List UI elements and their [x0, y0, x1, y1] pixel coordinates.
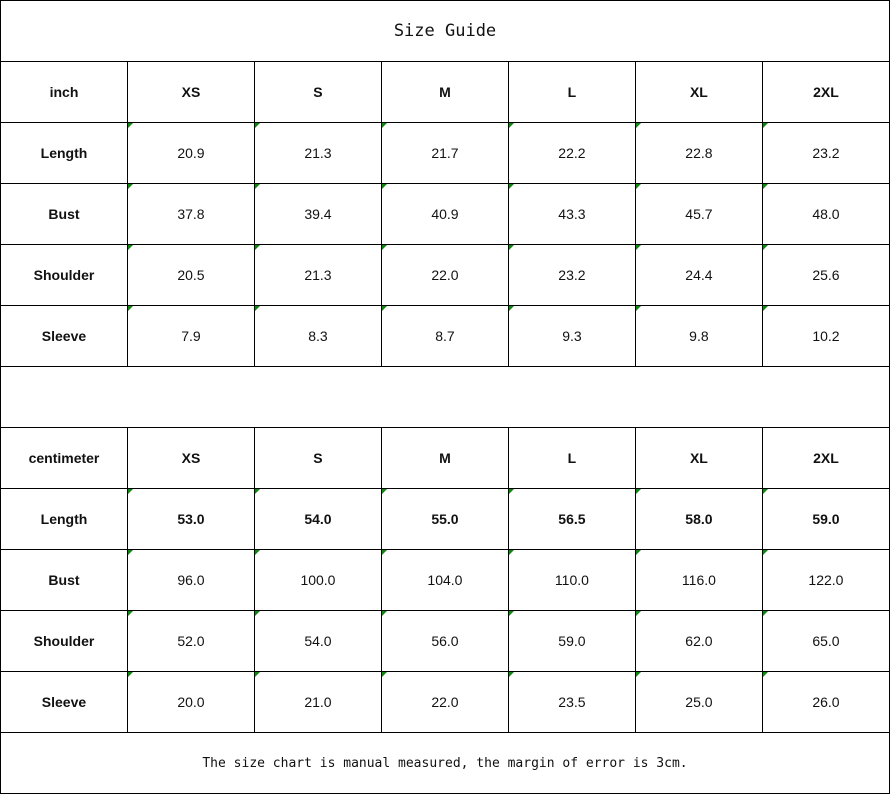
measurement-value: 104.0	[380, 549, 509, 611]
measurement-value: 54.0	[253, 610, 382, 672]
size-header: L	[507, 427, 636, 489]
measurement-label: Shoulder	[0, 610, 128, 672]
measurement-value: 56.0	[380, 610, 509, 672]
measurement-value: 26.0	[761, 671, 890, 733]
size-header: S	[253, 61, 382, 123]
unit-header: inch	[0, 61, 128, 123]
measurement-value: 54.0	[253, 488, 382, 550]
size-header: XL	[634, 61, 763, 123]
measurement-value: 122.0	[761, 549, 890, 611]
measurement-label: Shoulder	[0, 244, 128, 306]
table-row: Sleeve 7.9 8.3 8.7 9.3 9.8 10.2	[0, 305, 890, 367]
measurement-value: 58.0	[634, 488, 763, 550]
table-row: The size chart is manual measured, the m…	[0, 732, 890, 794]
header-row: inch XS S M L XL 2XL	[0, 61, 890, 123]
measurement-value: 43.3	[507, 183, 636, 245]
measurement-value: 65.0	[761, 610, 890, 672]
measurement-value: 59.0	[507, 610, 636, 672]
size-header: 2XL	[761, 61, 890, 123]
measurement-value: 20.9	[126, 122, 255, 184]
table-row: Bust 96.0 100.0 104.0 110.0 116.0 122.0	[0, 549, 890, 611]
table-row: Bust 37.8 39.4 40.9 43.3 45.7 48.0	[0, 183, 890, 245]
measurement-value: 52.0	[126, 610, 255, 672]
measurement-value: 25.0	[634, 671, 763, 733]
size-header: S	[253, 427, 382, 489]
measurement-value: 39.4	[253, 183, 382, 245]
measurement-label: Sleeve	[0, 305, 128, 367]
measurement-value: 55.0	[380, 488, 509, 550]
measurement-value: 21.3	[253, 122, 382, 184]
measurement-value: 21.3	[253, 244, 382, 306]
size-header: M	[380, 61, 509, 123]
measurement-value: 40.9	[380, 183, 509, 245]
measurement-value: 23.2	[761, 122, 890, 184]
measurement-value: 23.2	[507, 244, 636, 306]
table-row: Shoulder 52.0 54.0 56.0 59.0 62.0 65.0	[0, 610, 890, 672]
size-header: M	[380, 427, 509, 489]
size-header: 2XL	[761, 427, 890, 489]
size-header: XS	[126, 61, 255, 123]
measurement-label: Length	[0, 488, 128, 550]
measurement-value: 10.2	[761, 305, 890, 367]
measurement-note: The size chart is manual measured, the m…	[0, 732, 890, 794]
measurement-value: 20.0	[126, 671, 255, 733]
measurement-value: 7.9	[126, 305, 255, 367]
table-row: Shoulder 20.5 21.3 22.0 23.2 24.4 25.6	[0, 244, 890, 306]
measurement-label: Sleeve	[0, 671, 128, 733]
measurement-value: 56.5	[507, 488, 636, 550]
measurement-value: 59.0	[761, 488, 890, 550]
measurement-value: 22.2	[507, 122, 636, 184]
measurement-value: 110.0	[507, 549, 636, 611]
measurement-value: 53.0	[126, 488, 255, 550]
measurement-value: 100.0	[253, 549, 382, 611]
table-row: Length 20.9 21.3 21.7 22.2 22.8 23.2	[0, 122, 890, 184]
measurement-value: 22.0	[380, 244, 509, 306]
size-header: XL	[634, 427, 763, 489]
measurement-value: 8.3	[253, 305, 382, 367]
measurement-value: 25.6	[761, 244, 890, 306]
unit-header: centimeter	[0, 427, 128, 489]
measurement-value: 96.0	[126, 549, 255, 611]
size-header: L	[507, 61, 636, 123]
measurement-value: 21.7	[380, 122, 509, 184]
table-row: Length 53.0 54.0 55.0 56.5 58.0 59.0	[0, 488, 890, 550]
measurement-value: 22.0	[380, 671, 509, 733]
table-row: Size Guide	[0, 0, 890, 62]
measurement-value: 62.0	[634, 610, 763, 672]
measurement-value: 8.7	[380, 305, 509, 367]
measurement-value: 37.8	[126, 183, 255, 245]
measurement-value: 23.5	[507, 671, 636, 733]
table-row: Sleeve 20.0 21.0 22.0 23.5 25.0 26.0	[0, 671, 890, 733]
measurement-value: 24.4	[634, 244, 763, 306]
page-title: Size Guide	[0, 0, 890, 62]
measurement-value: 21.0	[253, 671, 382, 733]
measurement-value: 20.5	[126, 244, 255, 306]
measurement-value: 9.3	[507, 305, 636, 367]
measurement-label: Length	[0, 122, 128, 184]
measurement-value: 116.0	[634, 549, 763, 611]
measurement-value: 9.8	[634, 305, 763, 367]
spacer-row	[0, 366, 890, 428]
measurement-label: Bust	[0, 183, 128, 245]
header-row: centimeter XS S M L XL 2XL	[0, 427, 890, 489]
measurement-value: 48.0	[761, 183, 890, 245]
table-row	[0, 366, 890, 428]
size-header: XS	[126, 427, 255, 489]
measurement-label: Bust	[0, 549, 128, 611]
measurement-value: 22.8	[634, 122, 763, 184]
measurement-value: 45.7	[634, 183, 763, 245]
